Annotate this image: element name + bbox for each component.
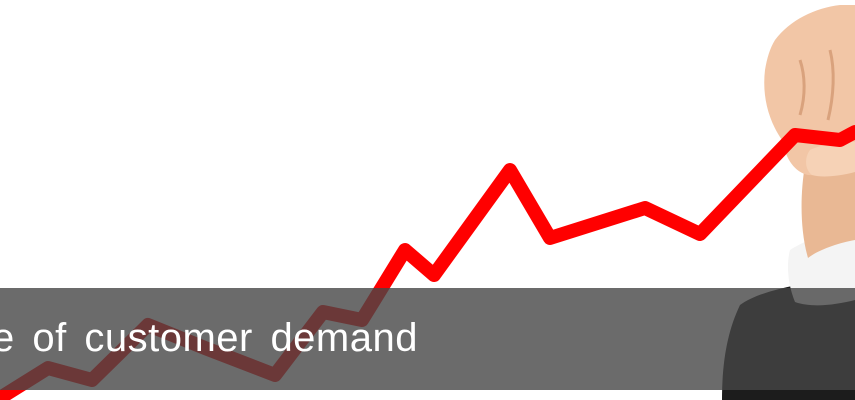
hand-thumb bbox=[806, 141, 855, 177]
caption-band bbox=[0, 288, 855, 390]
knuckle-lines bbox=[798, 49, 835, 121]
wrist bbox=[801, 159, 855, 258]
caption-text: e of customer demand bbox=[0, 316, 418, 360]
shirt-cuff bbox=[787, 228, 855, 306]
